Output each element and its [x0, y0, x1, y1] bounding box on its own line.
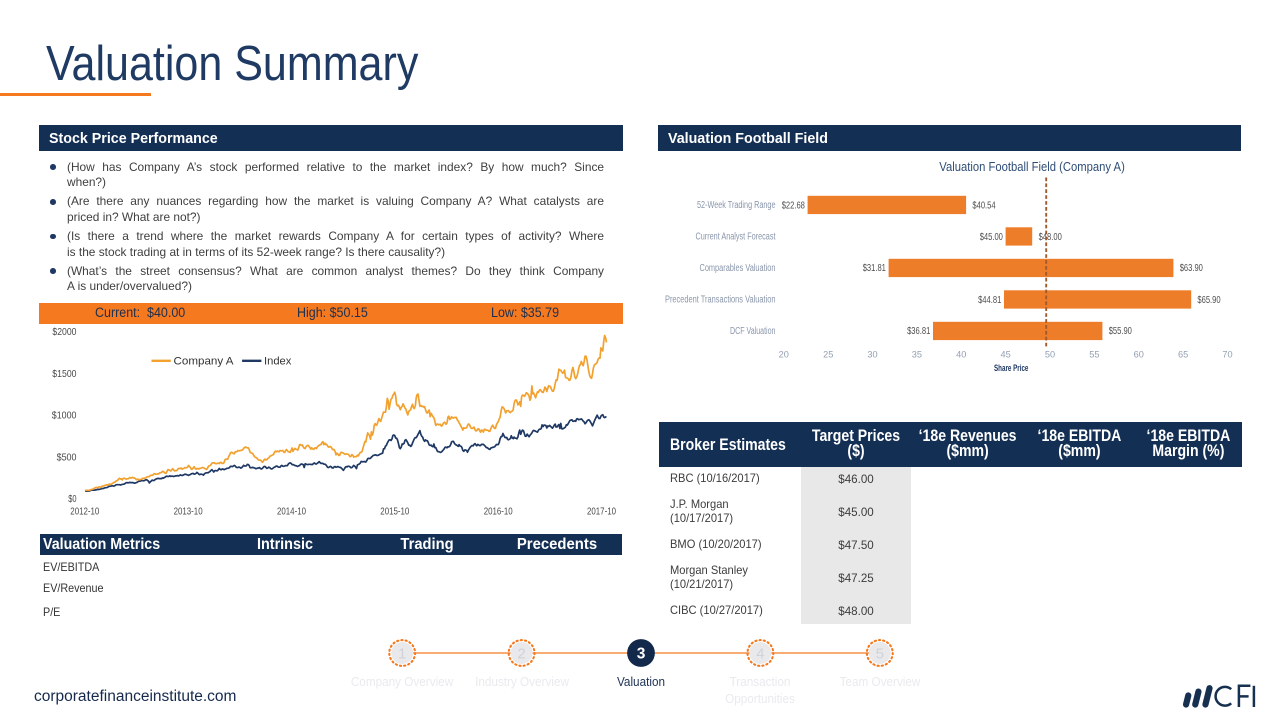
- svg-text:Current Analyst Forecast: Current Analyst Forecast: [696, 232, 776, 243]
- svg-text:70: 70: [1222, 349, 1232, 359]
- svg-text:20: 20: [779, 349, 789, 359]
- svg-text:60: 60: [1134, 349, 1144, 359]
- svg-text:40: 40: [956, 349, 966, 359]
- svg-text:$500: $500: [57, 452, 77, 463]
- svg-text:$55.90: $55.90: [1109, 326, 1133, 337]
- svg-text:30: 30: [867, 349, 877, 359]
- svg-text:2014-10: 2014-10: [277, 506, 306, 517]
- svg-text:65: 65: [1178, 349, 1188, 359]
- svg-text:$22.68: $22.68: [782, 200, 805, 211]
- svg-text:4: 4: [756, 646, 764, 663]
- svg-text:50: 50: [1045, 349, 1055, 359]
- svg-text:DCF Valuation: DCF Valuation: [730, 326, 776, 337]
- svg-text:$63.90: $63.90: [1180, 263, 1204, 274]
- svg-text:$2000: $2000: [52, 327, 76, 338]
- svg-text:2017-10: 2017-10: [587, 506, 616, 517]
- svg-text:55: 55: [1089, 349, 1099, 359]
- svg-text:$65.90: $65.90: [1197, 295, 1221, 306]
- svg-text:$1000: $1000: [52, 411, 77, 422]
- svg-text:2: 2: [517, 646, 525, 663]
- svg-text:2013-10: 2013-10: [174, 506, 203, 517]
- svg-text:45: 45: [1000, 349, 1010, 359]
- svg-text:$31.81: $31.81: [863, 263, 886, 274]
- svg-text:1: 1: [398, 646, 406, 663]
- svg-text:$44.81: $44.81: [978, 295, 1001, 306]
- svg-text:5: 5: [876, 646, 884, 663]
- svg-text:2012-10: 2012-10: [70, 506, 99, 517]
- svg-text:Company A: Company A: [174, 355, 235, 367]
- svg-text:Share Price: Share Price: [994, 362, 1028, 373]
- svg-text:Comparables Valuation: Comparables Valuation: [700, 263, 776, 274]
- svg-text:52-Week Trading Range: 52-Week Trading Range: [697, 200, 776, 211]
- svg-text:Precedent Transactions Valuati: Precedent Transactions Valuation: [665, 295, 776, 306]
- svg-text:25: 25: [823, 349, 833, 359]
- svg-text:2016-10: 2016-10: [484, 506, 513, 517]
- svg-text:35: 35: [912, 349, 922, 359]
- svg-text:$40.54: $40.54: [972, 200, 996, 211]
- svg-text:$1500: $1500: [52, 369, 76, 380]
- svg-text:2015-10: 2015-10: [380, 506, 409, 517]
- svg-text:$0: $0: [68, 494, 76, 505]
- svg-text:3: 3: [637, 646, 646, 663]
- svg-text:$45.00: $45.00: [980, 232, 1004, 243]
- svg-text:$36.81: $36.81: [907, 326, 930, 337]
- svg-text:$48.00: $48.00: [1039, 232, 1063, 243]
- svg-text:Index: Index: [264, 355, 292, 367]
